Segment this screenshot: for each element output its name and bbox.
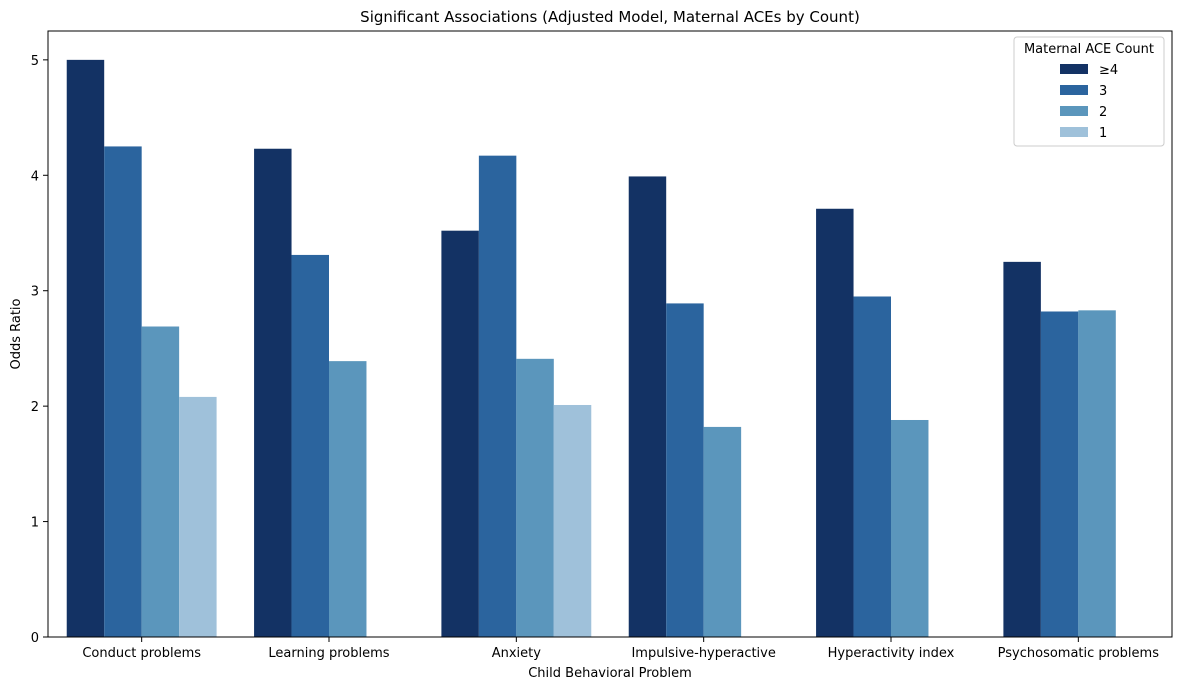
bar-2-1 [478, 155, 517, 637]
bar-3-1 [666, 303, 704, 637]
bar-0-0 [66, 59, 105, 638]
bar-5-2 [1078, 310, 1116, 637]
bar-5-1 [1040, 311, 1079, 637]
legend-title: Maternal ACE Count [1024, 42, 1154, 57]
bar-0-3 [179, 396, 217, 637]
bar-4-1 [853, 296, 891, 637]
legend-swatch [1060, 127, 1088, 137]
bar-3-2 [703, 426, 742, 637]
legend-entries: ≥4 3 2 1 [1060, 63, 1118, 141]
bar-4-0 [816, 208, 854, 637]
x-tick-label: Impulsive-hyperactive [631, 646, 775, 661]
y-axis-title: Odds Ratio [9, 298, 24, 369]
bar-1-2 [329, 361, 367, 637]
legend-label: 1 [1099, 126, 1107, 141]
y-axis: 0 1 2 3 4 5 [31, 54, 48, 646]
legend: Maternal ACE Count ≥4 3 2 1 [1013, 36, 1165, 147]
bar-0-1 [104, 146, 142, 637]
bar-3-0 [628, 176, 667, 637]
x-tick-label: Anxiety [492, 646, 542, 661]
x-axis-title: Child Behavioral Problem [528, 666, 692, 681]
bar-0-2 [141, 326, 180, 637]
x-tick-label: Conduct problems [82, 646, 201, 661]
x-tick-label: Psychosomatic problems [998, 646, 1160, 661]
legend-swatch [1060, 85, 1088, 95]
y-tick-label: 1 [31, 516, 39, 531]
plot-frame [47, 30, 1173, 638]
legend-label: ≥4 [1099, 63, 1118, 78]
bars-layer [66, 59, 1116, 638]
legend-box [1013, 36, 1165, 147]
y-tick-label: 3 [31, 285, 39, 300]
bar-5-0 [1003, 261, 1041, 637]
bar-2-2 [516, 358, 554, 637]
x-axis: Conduct problems Learning problems Anxiety… [82, 637, 1159, 661]
legend-swatch [1060, 64, 1088, 74]
chart-title: Significant Associations (Adjusted Model… [360, 8, 860, 26]
y-tick-label: 5 [31, 54, 39, 69]
x-tick-label: Learning problems [268, 646, 389, 661]
bar-2-3 [553, 404, 592, 637]
bar-1-1 [291, 254, 329, 637]
bar-1-0 [254, 148, 292, 638]
y-tick-label: 2 [31, 400, 39, 415]
bar-4-2 [891, 419, 929, 637]
y-tick-label: 0 [31, 631, 39, 646]
bar-2-0 [441, 230, 479, 637]
legend-label: 3 [1099, 84, 1107, 99]
x-tick-label: Hyperactivity index [828, 646, 955, 661]
legend-label: 2 [1099, 105, 1107, 120]
y-tick-label: 4 [31, 169, 39, 184]
legend-swatch [1060, 106, 1088, 116]
